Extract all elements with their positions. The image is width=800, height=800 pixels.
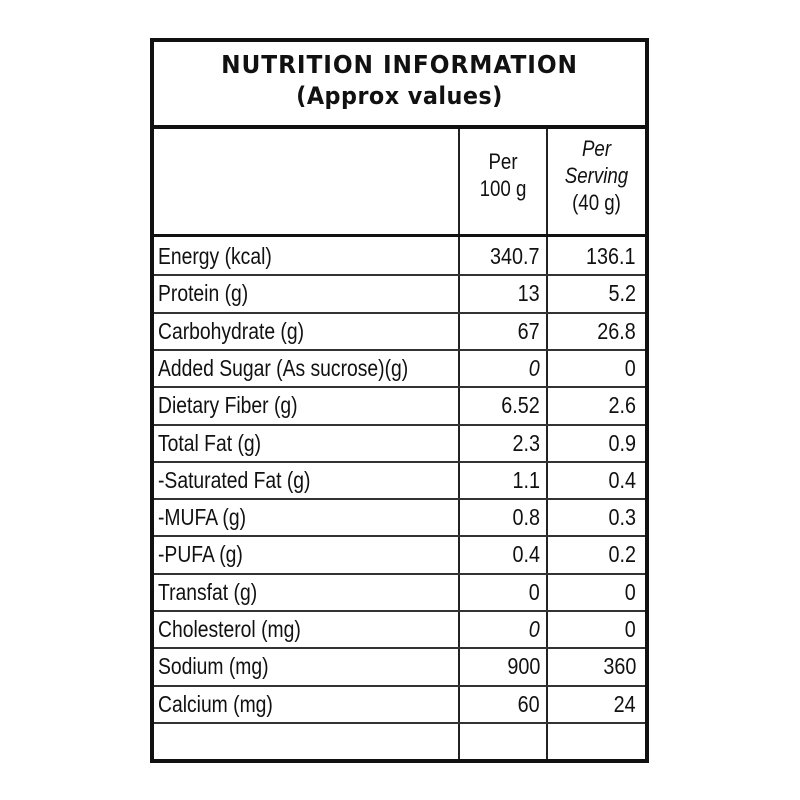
column-header-divider [154, 234, 645, 237]
value-text: 360 [602, 653, 636, 680]
value-per-100g: 0.4 [460, 536, 540, 573]
header-divider [154, 125, 645, 129]
value-per-100g: 60 [460, 686, 540, 723]
value-per-100g: 340.7 [460, 238, 540, 275]
value-text: 1.1 [512, 466, 540, 493]
panel-title: NUTRITION INFORMATION [221, 50, 578, 79]
value-per-serving: 0 [548, 350, 636, 387]
value-per-serving: 0.2 [548, 536, 636, 573]
value-per-100g: 1.1 [460, 462, 540, 499]
value-text: 67 [517, 317, 540, 344]
value-text: 13 [517, 280, 540, 307]
value-text: 0 [624, 616, 636, 642]
row-divider [154, 572, 645, 575]
column-header-per-100g: Per 100 g [466, 129, 539, 236]
value-per-serving: 5.2 [548, 275, 636, 312]
value-text: 0.8 [512, 504, 540, 531]
value-per-100g: 13 [460, 275, 540, 312]
nutrient-label: Transfat (g) [158, 578, 258, 605]
row-divider [154, 684, 645, 687]
value-per-serving: 136.1 [548, 238, 636, 275]
column-divider-2 [546, 129, 548, 759]
value-per-100g: 67 [460, 313, 540, 350]
value-per-serving: 360 [548, 648, 636, 685]
value-text: 0.9 [608, 429, 636, 456]
row-divider [154, 311, 645, 314]
row-divider [154, 610, 645, 612]
row-divider [154, 498, 645, 501]
value-text: 5.2 [608, 280, 636, 307]
value-text: 60 [517, 690, 540, 717]
nutrient-label: Cholesterol (mg) [158, 616, 301, 642]
value-text: 0.2 [608, 541, 636, 568]
column-header-line: Serving [564, 163, 629, 188]
value-text: 0 [624, 578, 636, 605]
value-per-serving: 2.6 [548, 387, 636, 424]
value-text: 340.7 [490, 243, 540, 269]
nutrient-label: Sodium (mg) [158, 653, 269, 680]
column-header-line: (40 g) [572, 190, 621, 215]
value-per-serving: 0 [548, 611, 636, 648]
row-divider [154, 386, 645, 389]
value-text: 0 [528, 578, 540, 605]
value-text: 0 [528, 354, 540, 381]
value-per-serving: 0.9 [548, 425, 636, 462]
title-block: NUTRITION INFORMATION (Approx values) [154, 42, 645, 125]
value-text: 2.6 [608, 392, 636, 419]
column-header-per-serving: Per Serving (40 g) [555, 129, 637, 236]
value-per-100g: 0 [460, 350, 540, 387]
value-per-100g: 2.3 [460, 425, 540, 462]
value-text: 0.4 [512, 541, 540, 568]
nutrient-label: Energy (kcal) [158, 243, 272, 269]
value-text: 2.3 [512, 429, 540, 456]
row-divider [154, 535, 645, 538]
value-text: 6.52 [501, 392, 540, 419]
value-text: 0 [624, 354, 636, 381]
row-divider [154, 721, 645, 724]
nutrient-label: -PUFA (g) [158, 541, 243, 568]
nutrient-label: -MUFA (g) [158, 504, 247, 531]
column-header-line: 100 g [479, 176, 527, 201]
value-per-serving: 24 [548, 686, 636, 723]
nutrient-label: Protein (g) [158, 280, 249, 307]
value-per-serving: 0 [548, 574, 636, 611]
value-text: 24 [613, 690, 636, 717]
value-text: 0.4 [608, 466, 636, 493]
nutrient-label: Carbohydrate (g) [158, 317, 305, 344]
value-text: 0.3 [608, 504, 636, 531]
column-header-line: Per [488, 149, 518, 174]
row-divider [154, 348, 645, 351]
value-per-100g: 0 [460, 611, 540, 648]
value-per-100g: 900 [460, 648, 540, 685]
row-divider [154, 647, 645, 650]
value-per-100g: 6.52 [460, 387, 540, 424]
column-header-line: Per [581, 136, 612, 161]
value-per-serving: 26.8 [548, 313, 636, 350]
value-per-serving: 0.3 [548, 499, 636, 536]
row-divider [154, 274, 645, 277]
nutrient-label: Added Sugar (As sucrose)(g) [158, 354, 409, 381]
value-per-100g: 0.8 [460, 499, 540, 536]
value-per-serving: 0.4 [548, 462, 636, 499]
value-text: 900 [506, 653, 540, 680]
panel-subtitle: (Approx values) [296, 82, 503, 110]
value-text: 136.1 [586, 243, 636, 269]
value-per-100g: 0 [460, 574, 540, 611]
nutrition-panel: NUTRITION INFORMATION (Approx values) Pe… [150, 38, 649, 763]
nutrient-label: -Saturated Fat (g) [158, 466, 311, 493]
value-text: 0 [528, 616, 540, 642]
nutrient-label: Total Fat (g) [158, 429, 262, 456]
nutrient-label: Calcium (mg) [158, 690, 273, 717]
value-text: 26.8 [597, 317, 636, 344]
column-divider-1 [458, 129, 460, 759]
nutrient-label: Dietary Fiber (g) [158, 392, 298, 419]
row-divider [154, 460, 645, 463]
row-divider [154, 423, 645, 426]
